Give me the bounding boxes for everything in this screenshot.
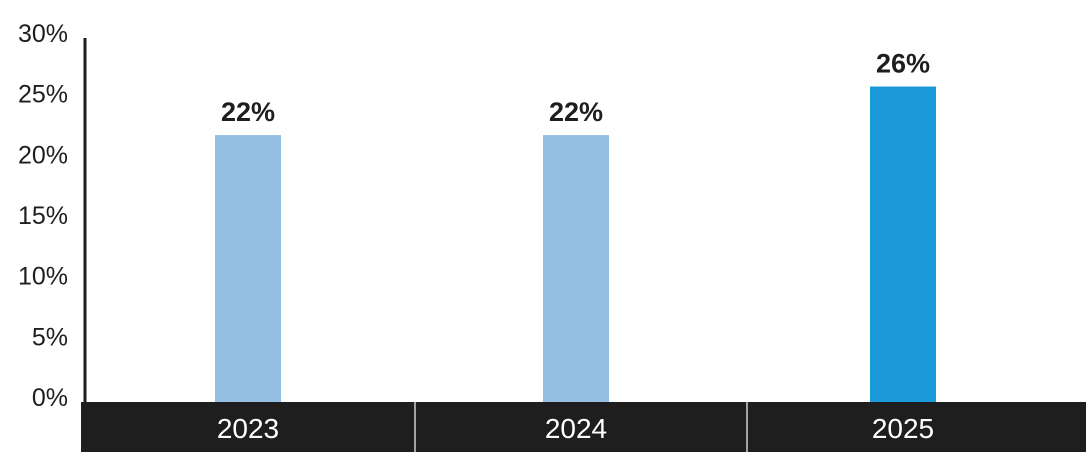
y-tick-label: 0%: [32, 384, 68, 412]
category-band: [81, 402, 1086, 452]
y-tick-label: 10%: [18, 263, 68, 291]
data-label: 22%: [221, 97, 275, 127]
bar-2023: [215, 135, 281, 403]
bar-2025: [870, 86, 936, 403]
y-tick-label: 15%: [18, 202, 68, 230]
y-tick-label: 20%: [18, 141, 68, 169]
x-category-label: 2025: [872, 413, 934, 444]
data-label: 26%: [876, 49, 930, 79]
y-tick-label: 30%: [18, 20, 68, 48]
y-tick-label: 25%: [18, 81, 68, 109]
data-label: 22%: [549, 97, 603, 127]
bar-2024: [543, 135, 609, 403]
y-tick-label: 5%: [32, 323, 68, 351]
x-category-label: 2023: [217, 413, 279, 444]
x-category-label: 2024: [545, 413, 607, 444]
